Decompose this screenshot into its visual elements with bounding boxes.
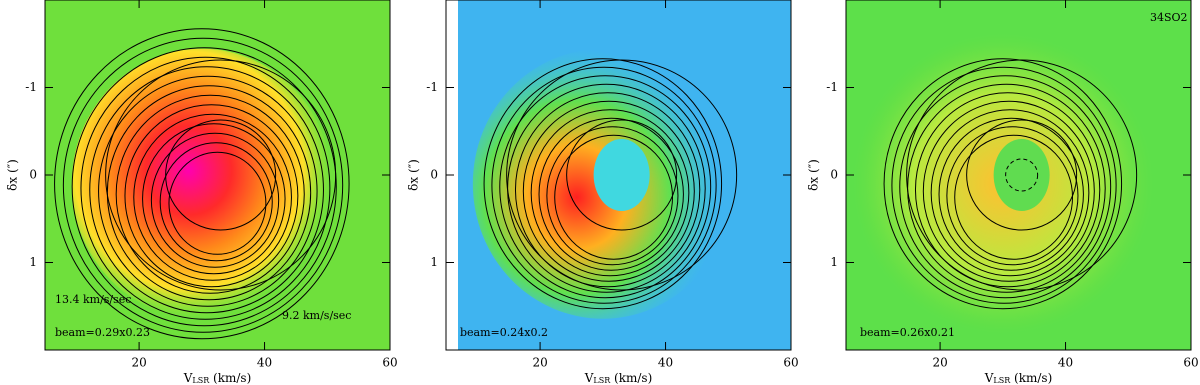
annotation: 13.4 km/s/sec xyxy=(55,293,131,306)
contour xyxy=(538,117,684,271)
y-tick-label: 0 xyxy=(430,168,438,182)
emission xyxy=(71,48,332,319)
panel: 20 40 60 -1 0 1 VLSR (km/s) δx (″) 13.4 km/s/sec… xyxy=(6,0,398,385)
contour xyxy=(98,75,318,307)
contour xyxy=(914,92,1101,288)
y-tick-label: 0 xyxy=(830,168,838,182)
central-hole xyxy=(993,139,1050,211)
contour xyxy=(522,100,695,282)
x-axis-label: VLSR (km/s) xyxy=(183,371,252,385)
contour xyxy=(483,58,723,310)
x-tick-label: 60 xyxy=(783,356,798,370)
contour xyxy=(124,104,299,288)
panel: 20 40 60 -1 0 1 VLSR (km/s) δx (″) beam=0.24x0.2 xyxy=(407,0,799,385)
contour xyxy=(115,94,305,294)
contour xyxy=(546,126,679,266)
x-axis-label-part: V xyxy=(984,371,994,385)
x-axis-label: VLSR (km/s) xyxy=(984,371,1053,385)
x-tick-label: 40 xyxy=(658,356,673,370)
central-hole xyxy=(593,139,650,211)
contour xyxy=(159,142,273,262)
x-axis-label-part: (km/s) xyxy=(209,371,251,385)
contour xyxy=(499,75,712,299)
x-tick-label: 20 xyxy=(131,356,146,370)
y-tick-label: 1 xyxy=(430,255,438,269)
contour xyxy=(891,66,1117,304)
model-ring xyxy=(566,119,678,231)
y-tick-label: 0 xyxy=(29,168,37,182)
contour xyxy=(80,56,331,320)
model-ring xyxy=(165,119,277,231)
x-tick-label: 20 xyxy=(532,356,547,370)
x-axis-label-part: (km/s) xyxy=(1010,371,1052,385)
x-axis-label-part: LSR xyxy=(192,376,210,385)
y-tick-label: 1 xyxy=(830,255,838,269)
x-axis-label-part: LSR xyxy=(993,376,1011,385)
model-ring xyxy=(966,119,1078,231)
y-tick-label: -1 xyxy=(826,80,838,94)
x-tick-label: 60 xyxy=(1183,356,1198,370)
contour xyxy=(142,123,286,275)
y-axis-label: δx (″) xyxy=(6,159,20,191)
x-tick-label: 60 xyxy=(382,356,397,370)
annotation: 9.2 km/s/sec xyxy=(282,309,351,322)
x-tick-label: 40 xyxy=(257,356,272,370)
contour xyxy=(954,134,1074,260)
x-axis-label-part: V xyxy=(183,371,193,385)
dashed-ring xyxy=(1005,158,1039,192)
contour xyxy=(530,109,690,277)
x-tick-label: 20 xyxy=(932,356,947,370)
contour xyxy=(922,100,1095,282)
contour xyxy=(62,37,344,333)
annotation: beam=0.26x0.21 xyxy=(860,326,955,339)
x-axis-label: VLSR (km/s) xyxy=(584,371,653,385)
y-axis-label: δx (″) xyxy=(407,159,421,191)
contour xyxy=(150,132,280,268)
panel: 20 40 60 -1 0 1 VLSR (km/s) δx (″) beam=0.26x0.2… xyxy=(807,0,1199,385)
contour xyxy=(514,92,701,288)
contour xyxy=(89,66,324,314)
x-axis-label-part: LSR xyxy=(593,376,611,385)
contour xyxy=(54,28,350,340)
y-tick-label: -1 xyxy=(426,80,438,94)
x-axis-label-part: (km/s) xyxy=(610,371,652,385)
contour xyxy=(883,58,1123,310)
y-tick-label: 1 xyxy=(29,255,37,269)
x-tick-label: 40 xyxy=(1058,356,1073,370)
contour xyxy=(938,117,1084,271)
contour xyxy=(491,66,717,304)
contour xyxy=(899,75,1112,299)
y-tick-label: -1 xyxy=(25,80,37,94)
contour xyxy=(946,126,1079,266)
model-ring xyxy=(105,59,337,291)
contour xyxy=(71,47,337,327)
contour xyxy=(930,109,1090,277)
model-ring xyxy=(506,59,738,291)
annotation: beam=0.24x0.2 xyxy=(460,326,548,339)
annotation: beam=0.29x0.23 xyxy=(55,326,150,339)
model-ring xyxy=(906,59,1138,291)
x-axis-label-part: V xyxy=(584,371,594,385)
contour xyxy=(168,151,267,255)
annotation: 34SO2 xyxy=(1150,11,1188,24)
contour xyxy=(554,134,674,260)
y-axis-label: δx (″) xyxy=(807,159,821,191)
contour xyxy=(133,113,292,281)
